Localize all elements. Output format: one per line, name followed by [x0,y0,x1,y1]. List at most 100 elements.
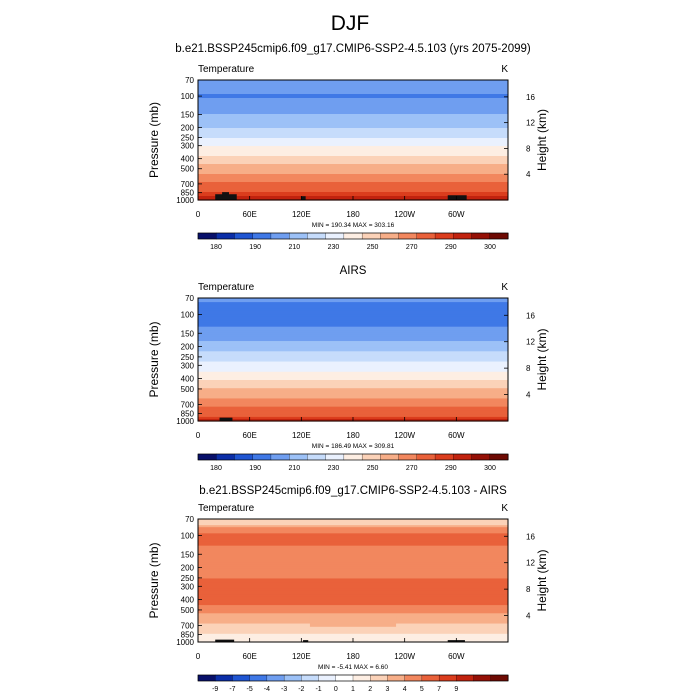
contour-band [198,168,508,171]
contour-band [198,607,508,610]
y-tick-label: 300 [181,142,195,151]
contour-band [198,531,508,534]
x-tick-label: 0 [196,431,201,440]
y-tick-label: 100 [181,310,195,319]
contour-band [198,162,508,165]
colorbar-swatch [197,674,216,682]
colorbar-label: 1 [351,686,355,693]
colorbar-label: -9 [212,686,218,693]
colorbar-swatch [307,232,327,240]
contour-band [198,304,508,307]
contour-band [198,572,508,575]
contour-band [198,519,508,526]
colorbar-swatch [434,232,454,240]
y2-tick-label: 4 [526,170,531,179]
colorbar-swatch [416,232,436,240]
contour-band [198,126,508,129]
y-tick-label: 250 [181,133,195,142]
contour-band [198,371,508,375]
contour-band [198,555,508,559]
colorbar-swatch [370,674,388,682]
panel-units: K [501,64,508,75]
contour-band [198,140,508,143]
y-tick-label: 200 [181,123,195,132]
y-tick-label: 1000 [176,196,194,205]
y-tick-label: 400 [181,155,195,164]
contour-band [198,134,508,137]
contour-band [198,180,508,183]
x-tick-label: 120W [394,210,415,219]
contour-band [198,82,508,85]
y-tick-label: 850 [181,409,195,418]
contour-band [198,156,508,159]
contour-band [198,541,508,545]
contour-band [198,328,508,332]
contour-band [198,398,508,402]
contour-band [198,332,508,336]
contour-band [198,627,508,631]
colorbar-label: 270 [406,244,418,251]
contour-band [198,414,508,418]
terrain-mask [447,195,467,200]
colorbar-swatch [307,453,327,461]
colorbar-swatch [325,453,345,461]
colorbar-label: 210 [288,465,300,472]
contour-band [198,138,508,141]
contour-band [198,629,508,633]
x-tick-label: 60E [243,431,257,440]
contour-band [198,529,508,532]
contour-band [198,318,508,322]
contour-band [198,80,508,83]
contour-band [198,603,508,606]
contour-band [198,164,508,167]
y-tick-label: 300 [181,582,195,591]
colorbar-label: 300 [484,244,496,251]
contour-band [198,560,508,563]
colorbar-swatch [197,453,217,461]
contour-band [198,120,508,123]
colorbar-label: 270 [406,465,418,472]
contour-band [198,312,508,315]
contour-band [198,349,508,352]
contour-band [198,625,508,629]
contour-band [198,564,508,567]
y-tick-label: 1000 [176,638,194,647]
colorbar-swatch [318,674,337,682]
contour-band [198,601,508,604]
contour-band [198,400,508,404]
contour-band [198,336,508,340]
colorbar-swatch [216,453,236,461]
colorbar-swatch [289,232,308,240]
x-tick-label: 0 [196,210,201,219]
contour-band [198,128,508,131]
colorbar-label: -2 [298,686,304,693]
colorbar-swatch [343,453,363,461]
colorbar-label: 290 [445,465,457,472]
contour-band [198,367,508,371]
contour-band [198,148,508,151]
contour-band [198,152,508,155]
terrain-mask [301,196,306,200]
contour-band [198,355,508,359]
contour-band [198,174,508,177]
panel-left-label: Temperature [198,503,255,514]
contour-band [198,537,508,541]
contour-band [198,388,508,391]
colorbar-label: -7 [229,686,235,693]
y-tick-label: 700 [181,180,195,189]
colorbar-label: 3 [385,686,389,693]
panel-units: K [501,503,508,514]
colorbar-swatch [434,453,454,461]
y-tick-label: 150 [181,329,195,338]
colorbar-label: 9 [454,686,458,693]
y2-axis-label: Height (km) [535,328,549,390]
colorbar-swatch [416,453,436,461]
colorbar-swatch [216,232,236,240]
panel-title: AIRS [340,265,367,277]
contour-band [198,172,508,175]
contour-band [198,396,508,400]
colorbar-label: -1 [315,686,321,693]
contour-band [198,408,508,412]
contour-band [198,142,508,145]
panel-title: b.e21.BSSP245cmip6.f09_g17.CMIP6-SSP2-4.… [175,43,531,55]
